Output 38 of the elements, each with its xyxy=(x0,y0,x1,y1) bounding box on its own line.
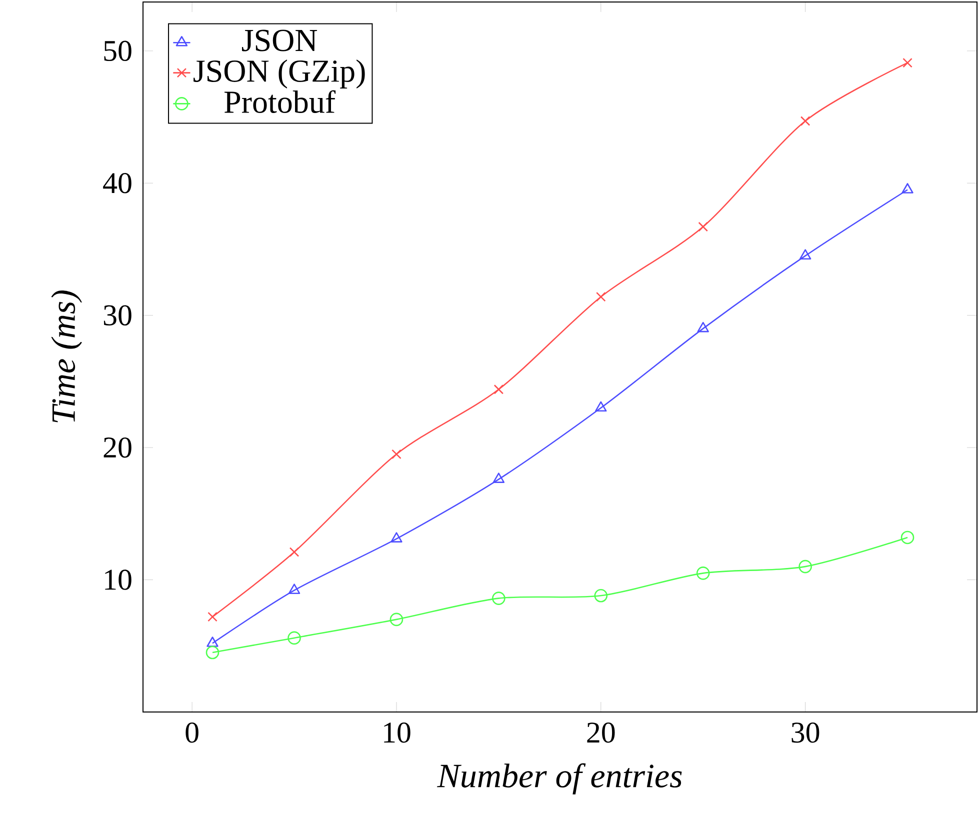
point xyxy=(392,449,402,460)
point xyxy=(208,612,218,622)
point xyxy=(902,183,914,194)
point xyxy=(494,384,504,394)
x-tick-label: 30 xyxy=(792,722,820,743)
legend-label: Protobuf xyxy=(224,90,336,114)
point xyxy=(595,401,607,412)
point xyxy=(697,322,709,332)
point xyxy=(800,116,810,126)
point xyxy=(288,584,300,594)
x-tick-label: 20 xyxy=(587,722,615,743)
y-tick-label: 20 xyxy=(104,437,132,458)
point xyxy=(594,589,608,602)
point xyxy=(288,631,301,645)
y-axis-title: Time (ms) xyxy=(51,290,82,422)
y-tick-label: 50 xyxy=(104,40,132,62)
legend-label: JSON xyxy=(242,30,318,52)
legend-label: JSON (GZip) xyxy=(194,59,365,88)
point xyxy=(698,222,708,232)
point xyxy=(390,532,402,542)
point xyxy=(798,560,812,574)
point xyxy=(206,636,218,647)
x-axis-title: Number of entries xyxy=(436,763,682,794)
point xyxy=(900,530,914,544)
point xyxy=(492,592,506,605)
point xyxy=(799,249,812,260)
point xyxy=(696,566,710,580)
x-tick-label: 10 xyxy=(384,722,410,743)
y-tick-label: 10 xyxy=(105,570,132,590)
point xyxy=(289,547,300,557)
point xyxy=(492,472,505,483)
point xyxy=(206,646,220,660)
point xyxy=(596,292,606,302)
point xyxy=(390,612,404,626)
x-tick-label: 0 xyxy=(186,722,198,743)
y-tick-label: 40 xyxy=(103,173,132,194)
y-tick-label: 30 xyxy=(104,305,132,326)
point xyxy=(902,58,912,68)
